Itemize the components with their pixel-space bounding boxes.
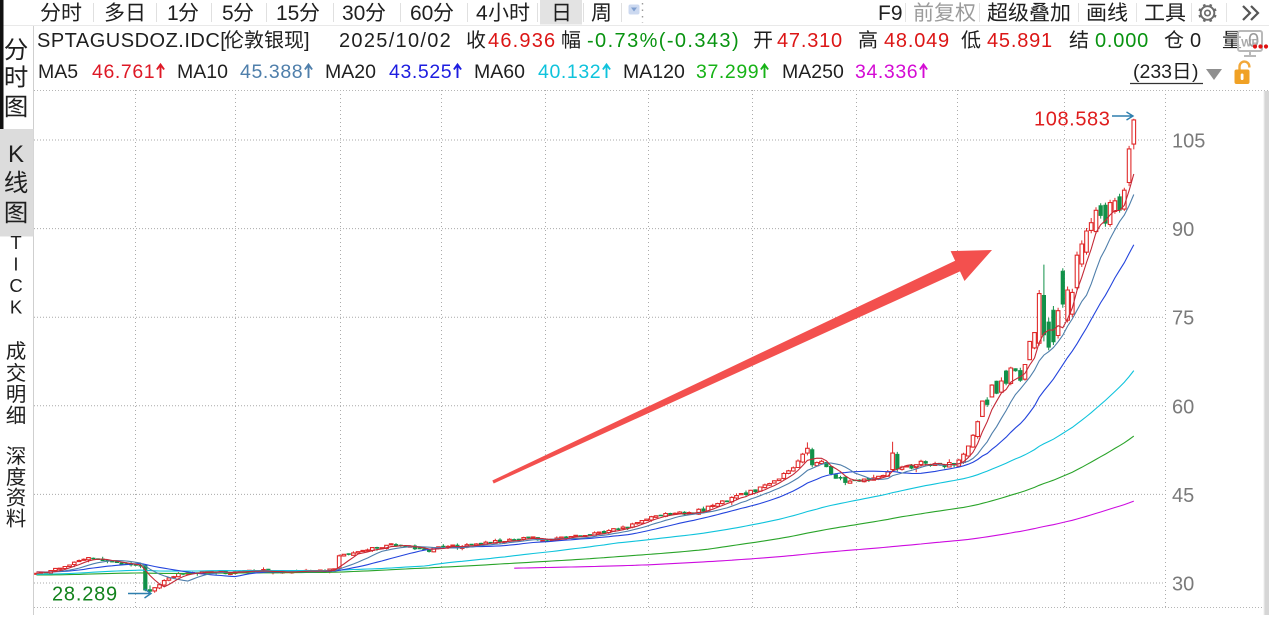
svg-text:0.000: 0.000 bbox=[1095, 30, 1149, 52]
svg-text:5: 5 bbox=[222, 2, 234, 25]
svg-text:MA10: MA10 bbox=[177, 61, 228, 83]
svg-text:48.049: 48.049 bbox=[884, 30, 950, 52]
svg-text:37.299: 37.299 bbox=[696, 61, 759, 83]
svg-text:MA250: MA250 bbox=[782, 61, 844, 83]
svg-text:40.132: 40.132 bbox=[538, 61, 601, 83]
svg-text:15: 15 bbox=[276, 2, 299, 25]
svg-text:MA60: MA60 bbox=[474, 61, 525, 83]
svg-text:-0.73%(-0.343): -0.73%(-0.343) bbox=[587, 30, 740, 52]
svg-text:28.289: 28.289 bbox=[52, 584, 118, 606]
svg-text:0: 0 bbox=[1190, 30, 1201, 52]
svg-text:SPTAGUSDOZ.IDC[: SPTAGUSDOZ.IDC[ bbox=[37, 30, 226, 52]
svg-text:]: ] bbox=[304, 30, 310, 52]
svg-text:(233: (233 bbox=[1133, 61, 1172, 83]
svg-text:45: 45 bbox=[1172, 485, 1194, 507]
svg-text:47.310: 47.310 bbox=[777, 30, 843, 52]
svg-text:MA5: MA5 bbox=[38, 61, 78, 83]
svg-text:45.891: 45.891 bbox=[987, 30, 1053, 52]
svg-text:60: 60 bbox=[410, 2, 433, 25]
svg-text:K: K bbox=[8, 141, 24, 168]
svg-text:I: I bbox=[13, 254, 18, 275]
svg-text:105: 105 bbox=[1172, 131, 1205, 153]
svg-text:F9: F9 bbox=[878, 2, 903, 25]
svg-text:1: 1 bbox=[167, 2, 179, 25]
svg-text:MA20: MA20 bbox=[325, 61, 376, 83]
svg-text:): ) bbox=[1192, 61, 1199, 83]
svg-text:K: K bbox=[10, 297, 23, 318]
svg-text:4: 4 bbox=[476, 2, 488, 25]
svg-text:45.388: 45.388 bbox=[240, 61, 303, 83]
svg-text:MA120: MA120 bbox=[623, 61, 685, 83]
svg-text:46.936: 46.936 bbox=[488, 30, 556, 52]
svg-text:T: T bbox=[10, 232, 21, 253]
svg-text:2025/10/02: 2025/10/02 bbox=[339, 30, 452, 52]
svg-text:108.583: 108.583 bbox=[1034, 109, 1111, 131]
svg-text:34.336: 34.336 bbox=[855, 61, 918, 83]
svg-text:90: 90 bbox=[1172, 219, 1194, 241]
svg-text:43.525: 43.525 bbox=[389, 61, 452, 83]
svg-text:75: 75 bbox=[1172, 308, 1194, 330]
svg-text:30: 30 bbox=[342, 2, 365, 25]
svg-text:46.761: 46.761 bbox=[92, 61, 155, 83]
svg-text:30: 30 bbox=[1172, 574, 1194, 596]
svg-text:C: C bbox=[9, 275, 22, 296]
svg-text:60: 60 bbox=[1172, 396, 1194, 418]
